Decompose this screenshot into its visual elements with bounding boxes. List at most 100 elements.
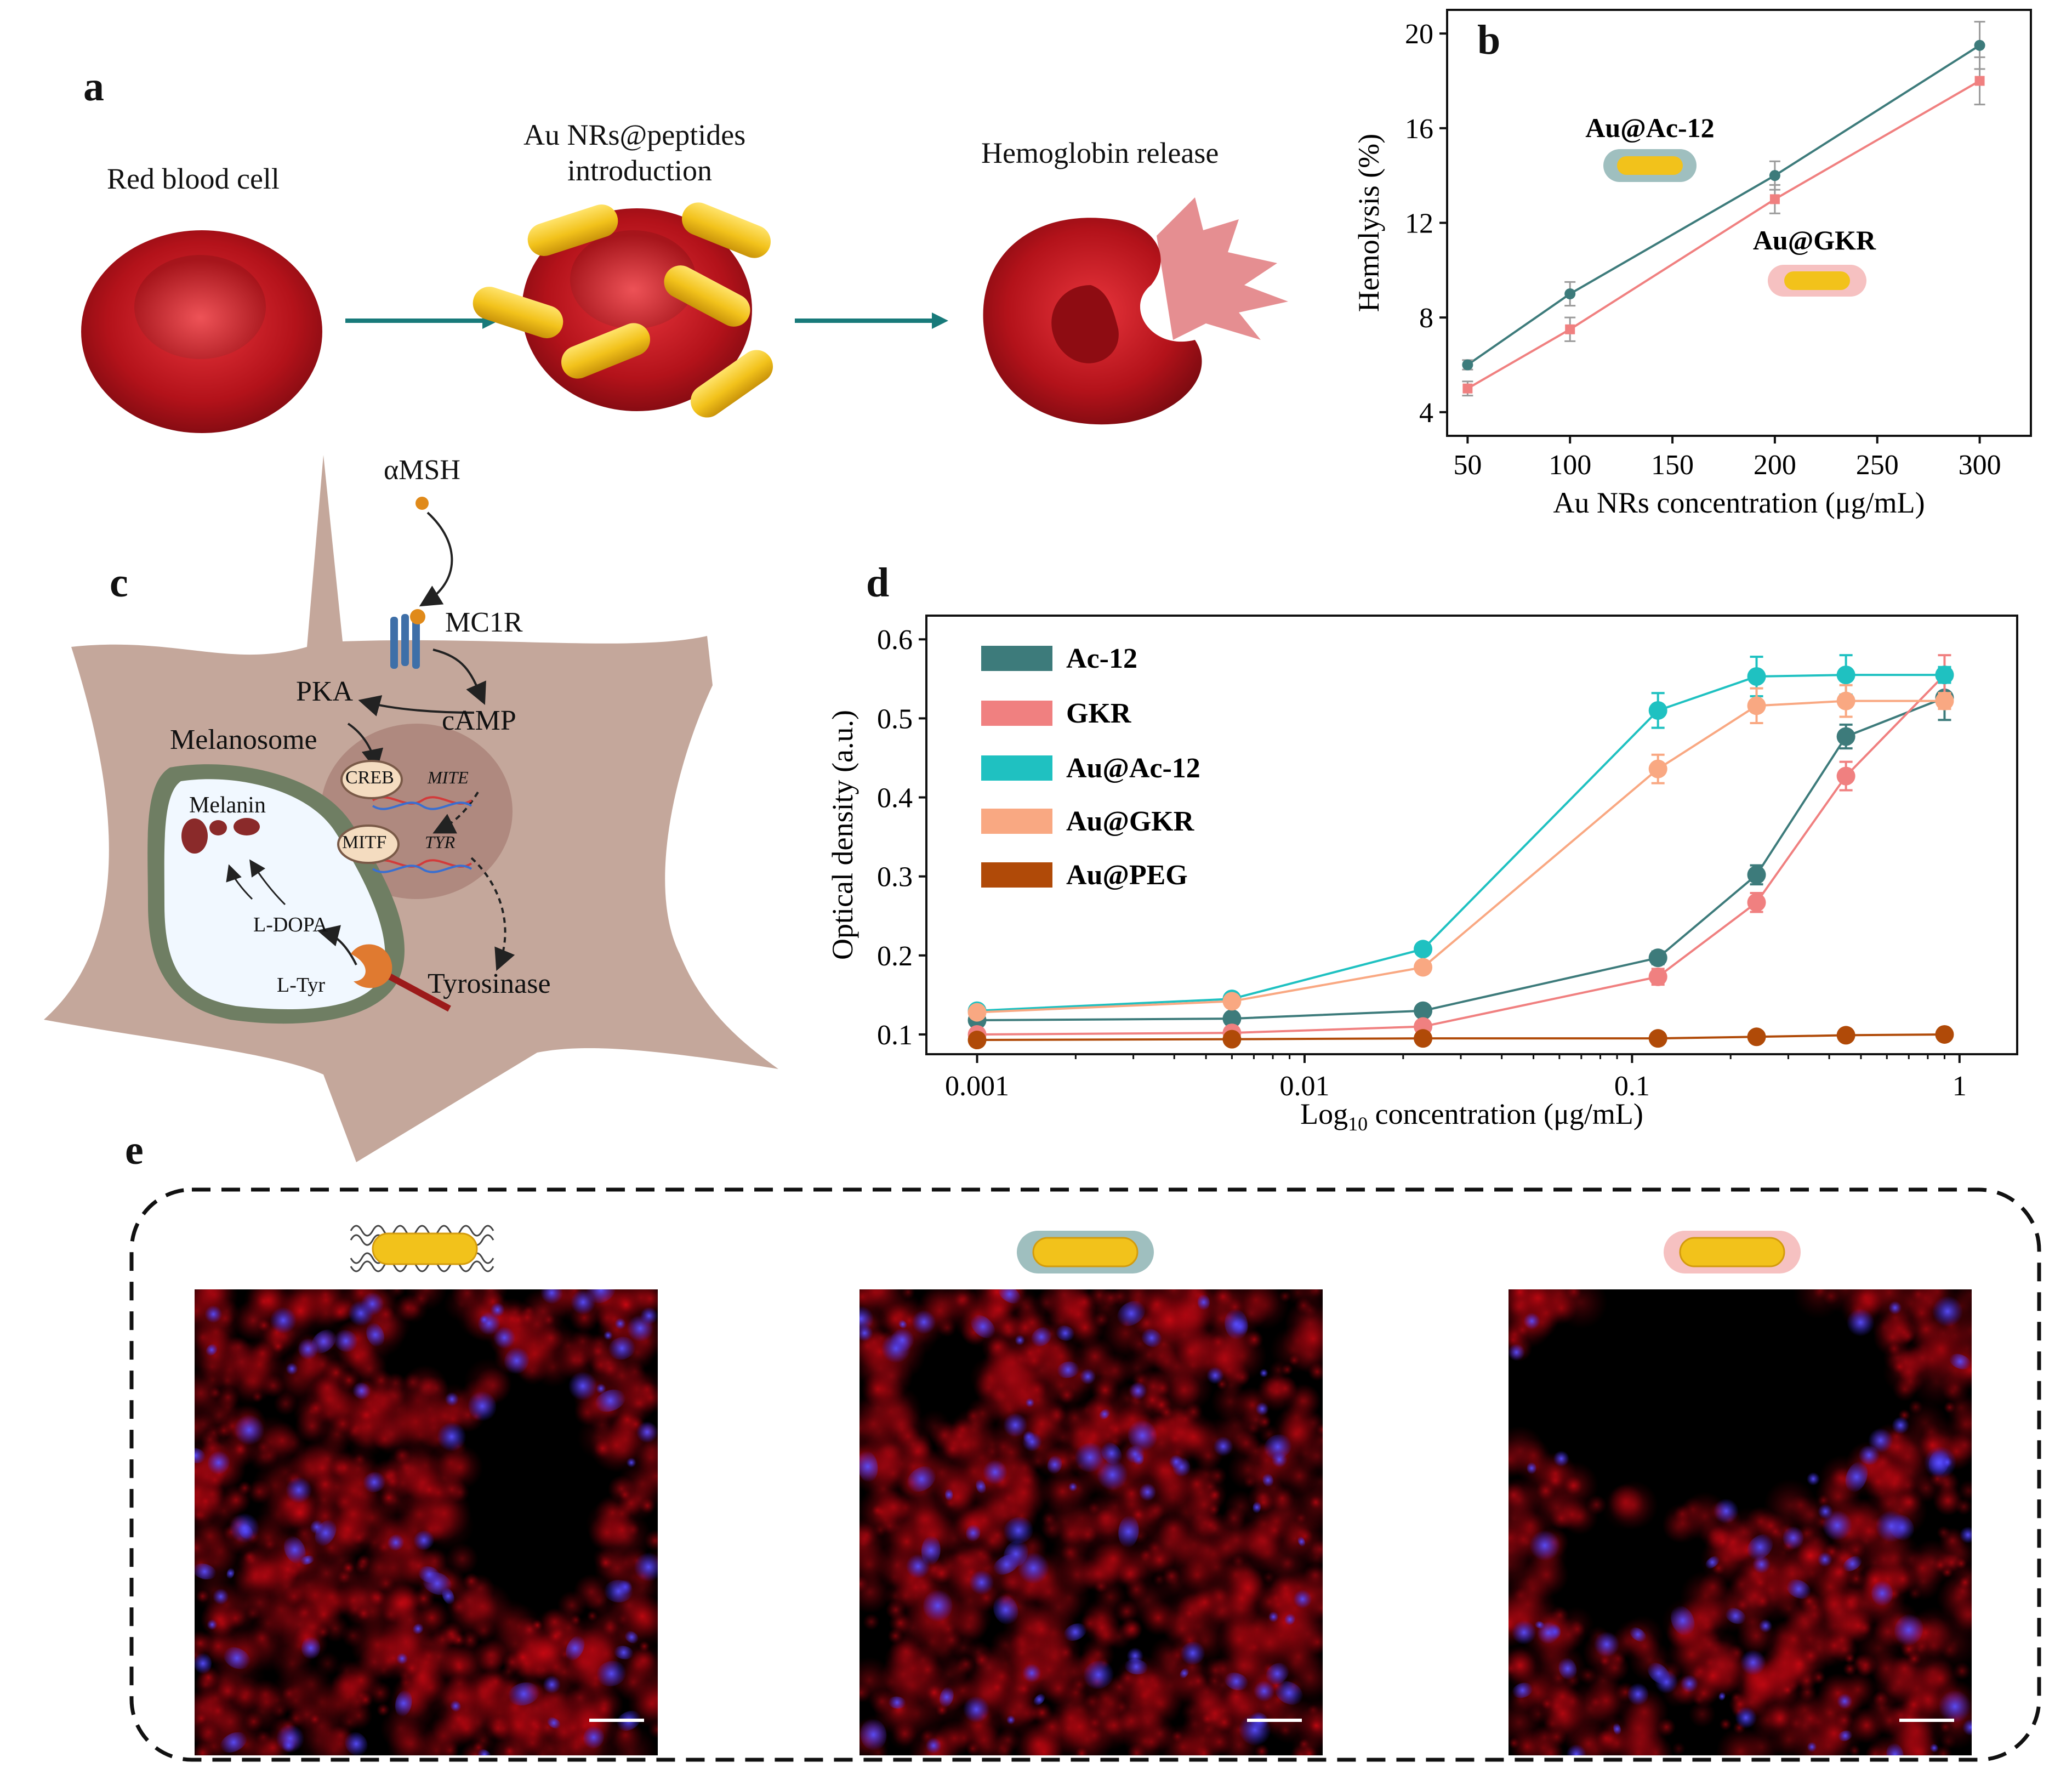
melanocyte-cell <box>44 455 778 1162</box>
data-point <box>967 1011 987 1030</box>
x-tick-label: 0.1 <box>1614 1071 1650 1102</box>
label-red-blood-cell: Red blood cell <box>107 162 280 195</box>
x-tick-label: 150 <box>1651 450 1694 481</box>
data-point <box>1836 1026 1855 1045</box>
x-tick-label: 1 <box>1953 1071 1967 1102</box>
x-tick-label: 100 <box>1549 450 1591 481</box>
legend-swatch <box>981 809 1052 834</box>
label-melanosome: Melanosome <box>170 724 317 755</box>
nanorod-legend-art <box>1603 149 1866 297</box>
data-point <box>1974 39 1985 51</box>
label-au-nrs-line2: introduction <box>567 154 712 187</box>
au-gkr-rod-icon <box>1768 265 1866 297</box>
legend-label: Au@GKR <box>1066 806 1195 837</box>
label-l-dopa: L-DOPA <box>253 913 328 936</box>
data-point <box>1836 666 1855 685</box>
y-axis-label: Optical density (a.u.) <box>826 710 859 960</box>
melanin-granule <box>181 818 208 854</box>
label-creb: CREB <box>345 767 394 788</box>
receptor-icon <box>390 609 425 669</box>
arrow-icon <box>226 864 253 900</box>
peg-nanorod-icon <box>350 1225 494 1272</box>
data-point <box>967 1031 987 1050</box>
panel-letter-b: b <box>1477 17 1501 63</box>
legend-swatch <box>981 862 1052 888</box>
alpha-msh-ligand-icon <box>415 497 429 510</box>
data-point <box>1935 688 1954 707</box>
arrow-icon <box>347 723 384 771</box>
series-line <box>977 700 1945 1014</box>
scale-bar <box>589 1719 644 1722</box>
data-point <box>1414 1001 1433 1020</box>
y-axis-label: Hemolysis (%) <box>1352 134 1385 312</box>
label-mitf: MITF <box>342 832 387 852</box>
y-tick-label: 4 <box>1419 397 1433 429</box>
legend-label: Au@Ac-12 <box>1066 753 1200 784</box>
legend-label: GKR <box>1066 698 1132 729</box>
label-au-nrs-line1: Au NRs@peptides <box>523 118 746 151</box>
legend-label-au-ac12: Au@Ac-12 <box>1585 112 1714 143</box>
data-point <box>1836 691 1855 710</box>
label-mite: MITE <box>428 767 469 787</box>
data-point <box>1974 76 1985 86</box>
data-point <box>1222 992 1242 1011</box>
data-point <box>1935 1025 1954 1044</box>
data-point <box>1222 1024 1242 1043</box>
data-point <box>1648 701 1667 720</box>
plot-frame <box>1446 9 2032 437</box>
dna-icon <box>372 796 473 873</box>
label-melanin: Melanin <box>189 793 266 818</box>
legend-label-au-gkr: Au@GKR <box>1753 225 1876 255</box>
x-tick-label: 250 <box>1856 450 1899 481</box>
label-l-tyr: L-Tyr <box>277 974 326 997</box>
panel-letter-a: a <box>83 64 104 110</box>
series-line <box>1467 79 1980 390</box>
x-tick-label: 200 <box>1754 450 1796 481</box>
y-tick-label: 16 <box>1405 113 1433 145</box>
gkr-nanorod-icon <box>1664 1231 1801 1273</box>
red-blood-cell-with-nanorods <box>473 202 773 418</box>
x-tick-label: 0.01 <box>1279 1071 1329 1102</box>
label-camp: cAMP <box>442 705 516 736</box>
arrow-icon <box>470 857 515 971</box>
x-tick-label: 300 <box>1959 450 2001 481</box>
y-tick-label: 0.6 <box>877 624 913 656</box>
series-line <box>977 674 1945 1012</box>
red-blood-cell <box>81 230 322 433</box>
y-tick-label: 0.3 <box>877 862 913 893</box>
data-point <box>967 1001 987 1020</box>
au-ac12-rod-icon <box>1603 149 1697 182</box>
data-point <box>967 1025 987 1044</box>
legend-label: Au@PEG <box>1066 860 1188 891</box>
data-point <box>1414 940 1433 959</box>
melanosome <box>147 764 405 1024</box>
y-tick-label: 0.5 <box>877 703 913 735</box>
data-point <box>1414 958 1433 977</box>
x-tick-label: 50 <box>1453 450 1482 481</box>
micrograph-au-gkr <box>1509 1289 1972 1755</box>
y-tick-label: 0.4 <box>877 783 913 814</box>
arrow-icon <box>795 312 948 329</box>
data-point <box>967 1003 987 1022</box>
y-tick-label: 20 <box>1405 19 1433 50</box>
scale-bar <box>1899 1719 1954 1722</box>
data-point <box>1462 383 1473 394</box>
plot-frame <box>925 615 2018 1055</box>
data-point <box>1648 759 1667 778</box>
data-point <box>1222 1030 1242 1049</box>
data-point <box>1935 691 1954 710</box>
x-axis-label: Log10 concentration (μg/mL) <box>1300 1098 1643 1135</box>
series-line <box>977 697 1945 1022</box>
data-point <box>1222 1009 1242 1028</box>
x-axis-label: Au NRs concentration (μg/mL) <box>1553 486 1925 519</box>
series-line <box>977 1033 1945 1042</box>
series-line <box>1467 44 1980 366</box>
arrow-icon <box>419 511 453 607</box>
nucleus <box>321 724 513 899</box>
data-point <box>1414 1029 1433 1048</box>
data-point <box>1648 948 1667 968</box>
data-point <box>1747 696 1766 715</box>
series-line <box>977 674 1945 1036</box>
label-alpha-msh: αMSH <box>384 454 460 486</box>
panel-letter-e: e <box>125 1127 144 1173</box>
